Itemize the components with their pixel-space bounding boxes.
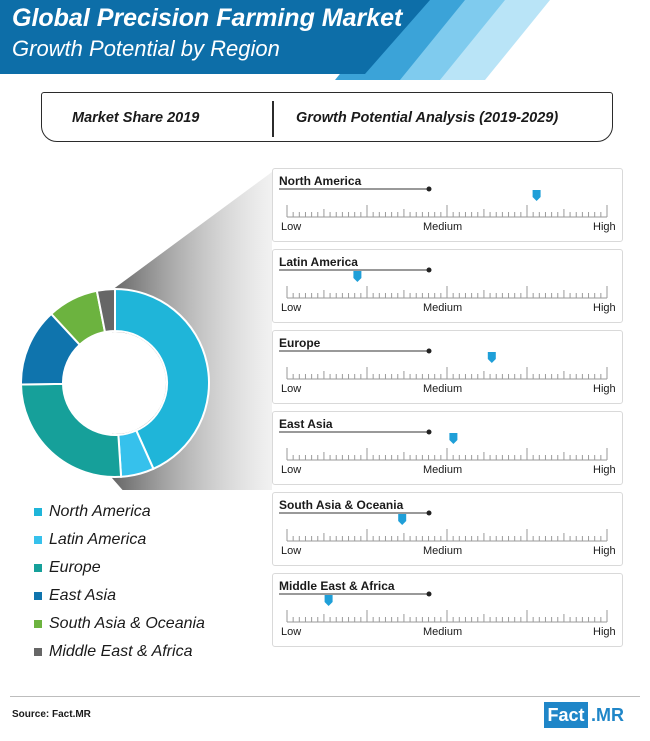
legend-item-north-america: North America [34,498,205,526]
gauge-panel-middle-east-and-africa: Middle East & Africa Low Medium High [272,573,623,647]
gauge-panel-title: Europe [279,336,321,350]
scale-label-high: High [593,545,616,557]
legend-label: East Asia [49,587,116,604]
legend-item-east-asia: East Asia [34,582,205,610]
scale-label-medium: Medium [423,302,463,314]
legend: North America Latin America Europe East Asi… [34,498,205,666]
scale-label-high: High [593,221,616,233]
underline-dot [426,267,432,273]
gauge-panel-east-asia: East Asia Low Medium High [272,411,623,485]
gauge-marker-latin-america [353,271,362,282]
donut-slice-middle-east-and-africa [95,287,116,334]
gauge-marker-south-asia-and-oceania [398,514,407,525]
scale-label-medium: Medium [423,626,463,638]
underline-dot [426,348,432,354]
section-divider [272,101,274,137]
scale-label-high: High [593,302,616,314]
scale-label-medium: Medium [423,221,463,233]
donut-hole [64,332,166,434]
header-banner [0,0,550,80]
underline-dot [426,510,432,516]
gauge-panel-europe: Europe Low Medium High [272,330,623,404]
donut-chart [19,172,272,490]
gauge-svg [279,591,608,623]
footer-divider [10,696,640,697]
legend-label: Middle East & Africa [49,643,193,660]
page-title: Global Precision Farming Market [12,4,403,32]
legend-label: North America [49,503,151,520]
banner-main [0,0,430,74]
gauge-marker-north-america [532,190,541,201]
gauge-panel-south-asia-and-oceania: South Asia & Oceania Low Medium High [272,492,623,566]
gauge-panel-title: Latin America [279,255,358,269]
legend-item-europe: Europe [34,554,205,582]
legend-swatch [34,564,42,572]
scale-label-low: Low [281,626,302,638]
legend-label: Latin America [49,531,147,548]
section-header-box [41,92,613,142]
gauge-svg [279,186,608,218]
gauge-panel-latin-america: Latin America Low Medium High [272,249,623,323]
gauge-marker-europe [487,352,496,363]
legend-swatch [34,620,42,628]
scale-label-low: Low [281,383,302,395]
scale-label-high: High [593,383,616,395]
scale-label-medium: Medium [423,464,463,476]
gauge-svg [279,429,608,461]
gauge-panel-title: East Asia [279,417,333,431]
gauge-marker-east-asia [449,433,458,444]
page-subtitle: Growth Potential by Region [12,36,280,61]
legend-item-latin-america: Latin America [34,526,205,554]
gauge-svg [279,348,608,380]
legend-swatch [34,536,42,544]
gauge-panel-title: South Asia & Oceania [279,498,404,512]
legend-label: South Asia & Oceania [49,615,205,632]
gauge-marker-middle-east-and-africa [324,595,333,606]
donut-slice-north-america [114,287,210,471]
gauge-svg [279,267,608,299]
source-note: Source: Fact.MR [12,709,91,720]
scale-label-medium: Medium [423,383,463,395]
legend-swatch [34,592,42,600]
gauge-panel-title: Middle East & Africa [279,579,395,593]
underline-dot [426,429,432,435]
scale-label-low: Low [281,464,302,476]
legend-swatch [34,648,42,656]
scale-label-medium: Medium [423,545,463,557]
brand-logo-left: Fact [544,702,588,728]
gauge-panel-north-america: North America Low Medium High [272,168,623,242]
legend-swatch [34,508,42,516]
underline-dot [426,186,432,192]
scale-label-low: Low [281,221,302,233]
scale-label-high: High [593,464,616,476]
legend-item-south-asia-and-oceania: South Asia & Oceania [34,610,205,638]
growth-potential-label: Growth Potential Analysis (2019-2029) [296,110,559,126]
scale-label-high: High [593,626,616,638]
legend-item-middle-east-and-africa: Middle East & Africa [34,638,205,666]
gauge-svg [279,510,608,542]
gauge-panel-title: North America [279,174,362,188]
scale-label-low: Low [281,302,302,314]
scale-label-low: Low [281,545,302,557]
underline-dot [426,591,432,597]
market-share-label: Market Share 2019 [72,110,200,126]
brand-logo-right: .MR [591,705,624,725]
legend-label: Europe [49,559,101,576]
donut-slices [19,287,210,478]
